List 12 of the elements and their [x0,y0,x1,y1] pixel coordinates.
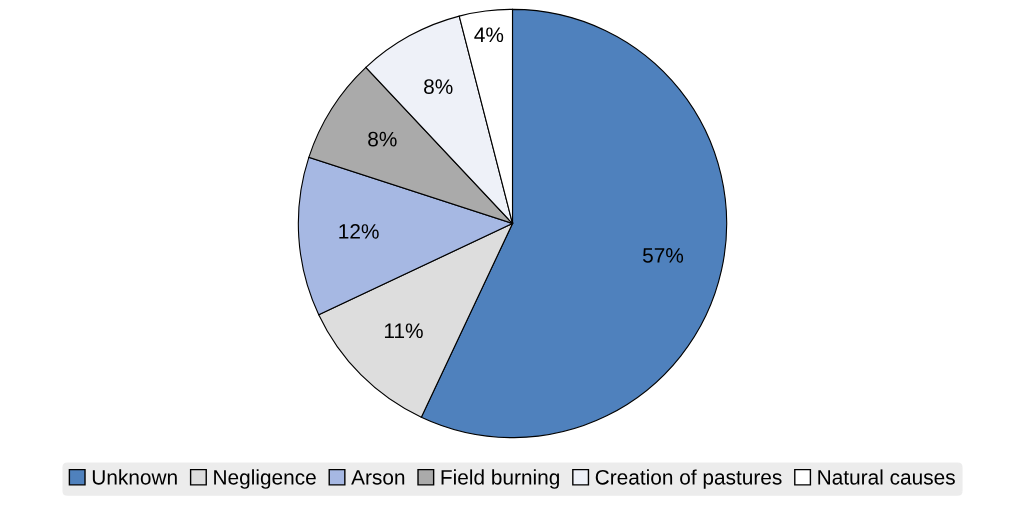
data-label: 8% [368,131,397,147]
data-label: 12% [339,224,379,239]
data-label: 11% [384,323,423,339]
data-label: 8% [424,79,453,94]
legend-label: Arson [351,470,405,485]
legend-label: Unknown [92,469,177,485]
legend-label: Creation of pastures [595,469,782,489]
legend-label: Negligence [214,469,316,489]
legend-label: Natural causes [818,469,955,485]
data-label: 4% [474,27,504,43]
legend-label: Field burning [441,469,559,489]
data-label: 57% [642,248,684,263]
